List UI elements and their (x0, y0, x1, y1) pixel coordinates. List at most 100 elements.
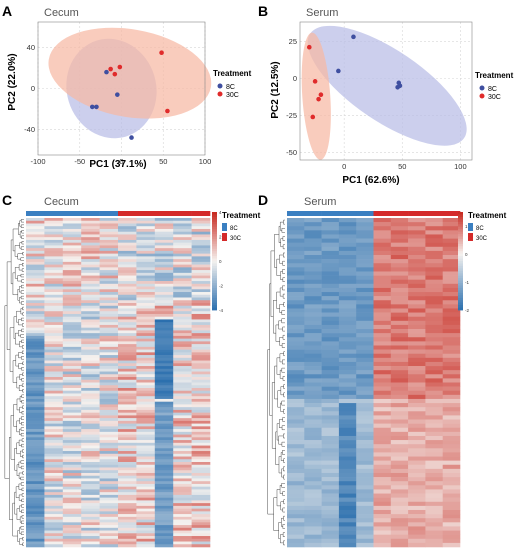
panel-c-cell (44, 242, 64, 246)
panel-d-cell (425, 234, 443, 239)
panel-c-dendrogram-branch (21, 279, 24, 283)
panel-d-cell (338, 287, 357, 293)
panel-d-cell (356, 361, 374, 367)
panel-d-cell (373, 435, 392, 441)
panel-c-cell (118, 464, 137, 468)
panel-d-cell (442, 361, 461, 367)
panel-c-cell (81, 418, 100, 422)
panel-c-cell (118, 472, 137, 477)
panel-c-cell (191, 503, 211, 507)
panel-c-cell (118, 459, 137, 463)
panel-d-cell (321, 255, 340, 260)
panel-c-cell (26, 357, 45, 361)
panel-d-cell (442, 427, 461, 433)
panel-c-cell (173, 308, 192, 312)
panel-d-cell (304, 431, 322, 437)
panel-c-cell (44, 253, 64, 257)
panel-c-color-scale-step (212, 234, 217, 237)
panel-d-cell (304, 497, 322, 503)
panel-d-column-annotation-2 (321, 211, 340, 216)
panel-c-cell (173, 478, 192, 482)
panel-d-cell (373, 366, 392, 371)
panel-c-cell (99, 308, 119, 312)
panel-c-cell (81, 448, 100, 452)
panel-c-cell (136, 407, 156, 411)
panel-c-cell (99, 390, 119, 394)
panel-c-cell (62, 335, 82, 339)
panel-d-color-scale-tick: -1 (465, 280, 469, 285)
panel-d-cell (338, 435, 357, 441)
panel-d-dendrogram-branch (278, 456, 282, 474)
panel-c-cell (154, 294, 174, 298)
panel-c-dendrogram-branch (20, 219, 24, 223)
panel-c-cell (81, 511, 100, 515)
panel-c-cell (154, 253, 174, 257)
panel-c-cell (136, 250, 156, 254)
panel-c-cell (118, 292, 137, 296)
panel-c-cell (136, 420, 156, 424)
panel-a-point-30c-2 (117, 64, 123, 70)
panel-c-cell (118, 431, 137, 435)
panel-d-color-scale-step (458, 212, 463, 215)
panel-d-cell (390, 353, 409, 359)
panel-c-cell (99, 313, 119, 317)
panel-d-cell (390, 497, 409, 503)
panel-c-cell (154, 464, 174, 468)
panel-d-cell (425, 489, 443, 494)
panel-d-cell (373, 226, 392, 231)
panel-d-legend-30c-label: 30C (476, 236, 488, 242)
panel-c-cell (44, 505, 64, 509)
panel-c-dendrogram-branch (21, 487, 24, 491)
panel-d-cell (321, 542, 340, 548)
panel-c-dendrogram-branch (20, 246, 24, 250)
panel-c-cell (118, 505, 137, 509)
panel-d-dendrogram-branch (283, 540, 285, 546)
panel-c-cell (191, 226, 211, 230)
panel-c-dendrogram-branch (21, 339, 24, 343)
panel-c-cell (44, 538, 64, 542)
panel-d-cell (356, 456, 374, 461)
panel-d-cell (442, 345, 461, 350)
panel-c-cell (173, 492, 192, 496)
panel-c-cell (99, 324, 119, 328)
panel-d-cell (338, 403, 357, 408)
panel-d-cell (425, 353, 443, 359)
panel-c-cell (26, 324, 45, 328)
panel-c-cell (154, 338, 174, 342)
panel-d-cell (408, 259, 426, 264)
panel-c-dendrogram-branch (21, 416, 24, 420)
panel-a-point-8c-3 (115, 92, 120, 97)
panel-c-cell (62, 256, 82, 260)
panel-b-x-tick: 100 (454, 162, 467, 171)
panel-c-cell (136, 478, 156, 482)
panel-d-cell (442, 263, 461, 268)
panel-c-cell (136, 283, 156, 287)
panel-d-cell (321, 481, 340, 486)
panel-c-cell (173, 500, 192, 504)
panel-a-legend-title: Treatment (213, 69, 252, 78)
panel-c-cell (191, 387, 211, 392)
panel-c-dendrogram-branch (19, 516, 22, 523)
panel-c-column-annotation-4 (99, 211, 119, 216)
panel-d-cell (390, 287, 409, 293)
panel-c-cell (173, 412, 192, 416)
panel-d-dendrogram-branch (281, 441, 285, 447)
panel-c-title: Cecum (44, 196, 79, 208)
panel-c-cell (118, 382, 137, 386)
panel-c-cell (81, 525, 100, 529)
panel-c-cell (44, 286, 64, 290)
panel-d-dendrogram-branch (276, 489, 281, 507)
panel-c-cell (118, 357, 137, 361)
panel-c-cell (26, 377, 45, 381)
panel-d-cell (356, 481, 374, 486)
panel-c-cell (118, 503, 137, 507)
panel-d-cell (373, 398, 392, 404)
panel-c-cell (62, 239, 82, 243)
panel-d-cell (304, 308, 322, 313)
panel-c-color-scale-step (212, 224, 217, 228)
panel-c-cell (62, 489, 82, 493)
panel-d-cell (321, 435, 340, 441)
panel-c-cell (173, 220, 192, 224)
panel-c-cell (81, 420, 100, 424)
panel-d-cell (442, 300, 461, 305)
